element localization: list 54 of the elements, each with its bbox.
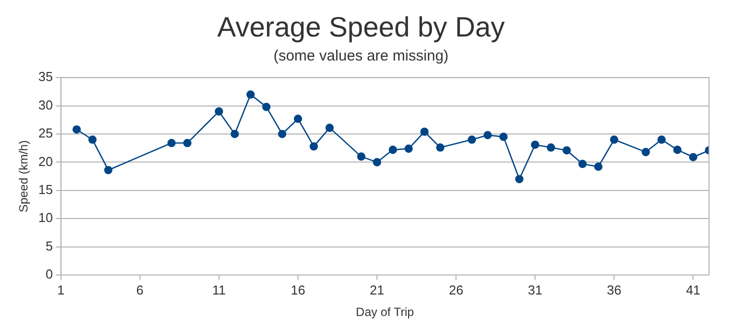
point — [230, 130, 239, 138]
point — [246, 90, 255, 99]
x-tick-label: 1 — [57, 282, 64, 298]
point — [515, 174, 524, 184]
point — [372, 158, 382, 166]
y-tick-label: 15 — [38, 182, 53, 197]
x-tick-label: 26 — [448, 282, 464, 298]
point — [610, 135, 618, 144]
point — [262, 102, 271, 112]
point — [183, 138, 192, 148]
point — [594, 162, 602, 171]
y-tick-label: 35 — [38, 69, 53, 84]
point — [657, 135, 666, 144]
x-tick-label: 21 — [370, 282, 384, 298]
point — [642, 148, 650, 156]
x-tick-label: 36 — [606, 282, 622, 298]
point — [546, 143, 556, 152]
point — [530, 140, 540, 149]
point — [436, 143, 444, 152]
point — [357, 152, 366, 161]
y-tick-label: 25 — [38, 126, 53, 141]
point — [689, 152, 698, 162]
point — [420, 128, 429, 136]
point — [325, 124, 334, 132]
point — [562, 146, 571, 155]
x-tick-label: 6 — [136, 282, 144, 298]
point — [499, 132, 508, 141]
x-tick-label: 41 — [686, 282, 700, 298]
point — [468, 135, 476, 144]
point — [578, 160, 587, 168]
x-axis-title: Day of Trip — [356, 305, 414, 320]
point — [484, 130, 492, 140]
y-axis-title: Speed (km/h) — [16, 140, 31, 212]
point — [104, 166, 112, 174]
y-tick-label: 5 — [46, 238, 53, 254]
point — [167, 138, 176, 148]
point — [294, 114, 302, 123]
chart-subtitle: (some values are missing) — [273, 48, 449, 65]
point — [673, 146, 682, 154]
point — [72, 125, 81, 134]
point — [88, 135, 97, 144]
y-tick-label: 20 — [38, 154, 53, 169]
point — [388, 146, 397, 154]
y-tick-label: 30 — [38, 97, 53, 112]
x-tick-label: 31 — [528, 282, 542, 298]
x-tick-label: 11 — [212, 282, 226, 298]
y-tick-label: 10 — [38, 210, 53, 226]
point — [214, 107, 224, 116]
point — [404, 144, 413, 153]
point — [310, 142, 318, 151]
point — [278, 130, 286, 138]
y-tick-label: 0 — [46, 266, 53, 282]
x-tick-label: 16 — [290, 282, 306, 298]
chart-title: Average Speed by Day — [217, 12, 505, 43]
